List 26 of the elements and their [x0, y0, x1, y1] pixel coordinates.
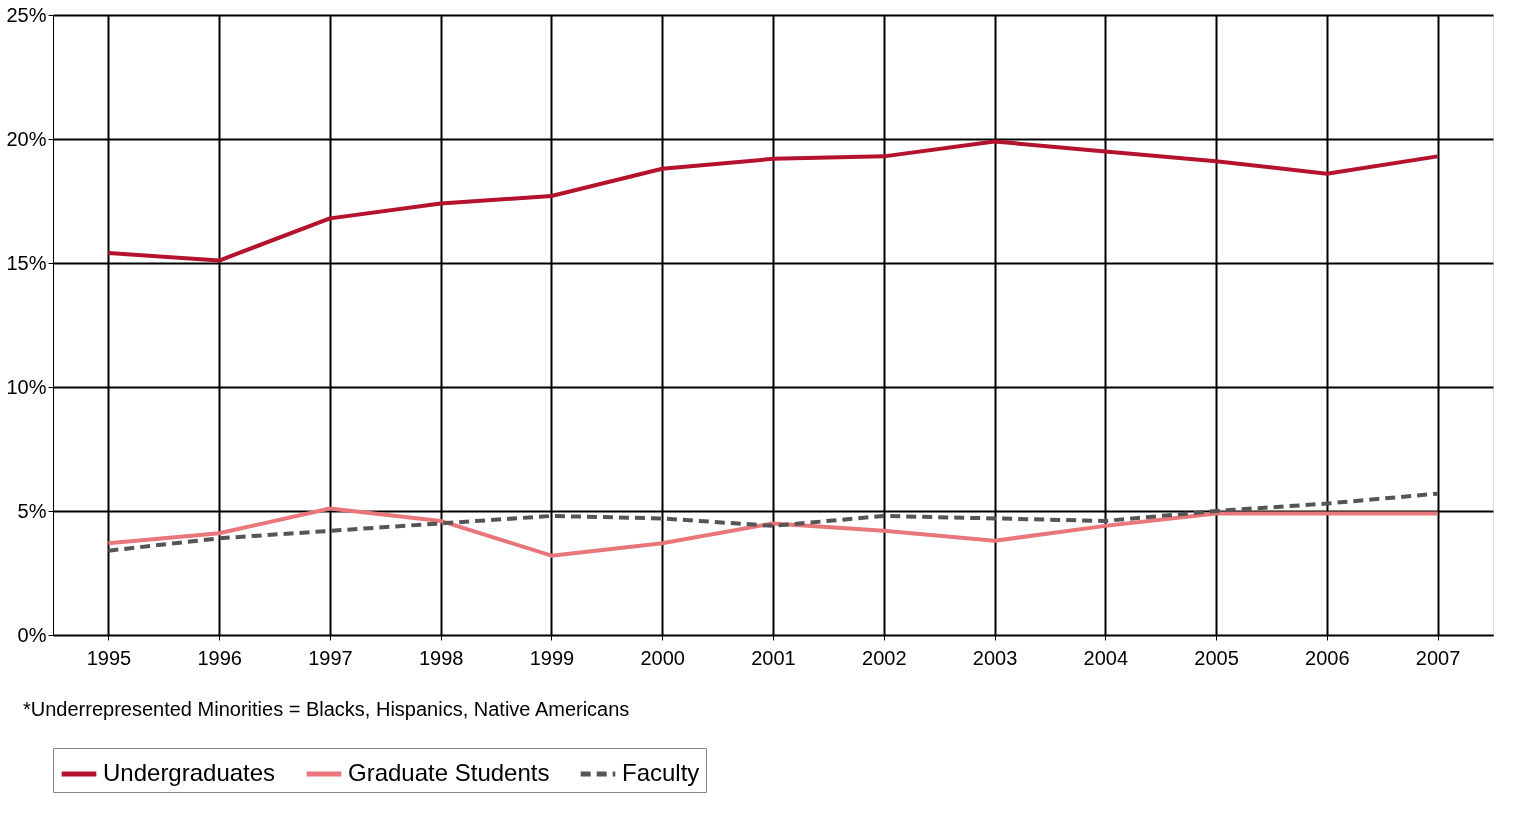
legend-label: Graduate Students	[348, 759, 550, 786]
legend-label: Undergraduates	[103, 759, 276, 786]
x-tick-label: 1996	[197, 646, 242, 669]
y-tick-label: 0%	[17, 623, 47, 646]
text: *Underrepresented Minorities = Blacks, Hispanics, Native Americans	[23, 698, 630, 720]
x-tick-label: 1999	[529, 646, 575, 669]
x-tick-label: 2004	[1083, 646, 1129, 669]
x-tick-label: 1998	[418, 646, 464, 669]
x-tick-label: 2007	[1415, 646, 1461, 669]
y-tick-label: 5%	[17, 499, 47, 522]
y-tick-label: 25%	[6, 3, 47, 26]
line-series	[106, 139, 1440, 263]
x-tick-label: 2002	[862, 646, 907, 669]
y-tick-label: 20%	[6, 127, 47, 150]
line-series	[106, 506, 1440, 558]
x-tick-label: 1995	[86, 646, 132, 669]
y-tick-label: 15%	[6, 251, 47, 274]
x-tick-label: 2000	[640, 646, 685, 669]
x-tick-label: 2005	[1194, 646, 1239, 669]
x-tick-label: 2001	[751, 646, 796, 669]
x-tick-label: 2003	[972, 646, 1018, 669]
x-tick-label: 1997	[308, 646, 353, 669]
y-tick-label: 10%	[6, 375, 47, 398]
x-tick-label: 2006	[1305, 646, 1350, 669]
legend-label: Faculty	[622, 759, 700, 786]
line-series	[106, 491, 1440, 553]
